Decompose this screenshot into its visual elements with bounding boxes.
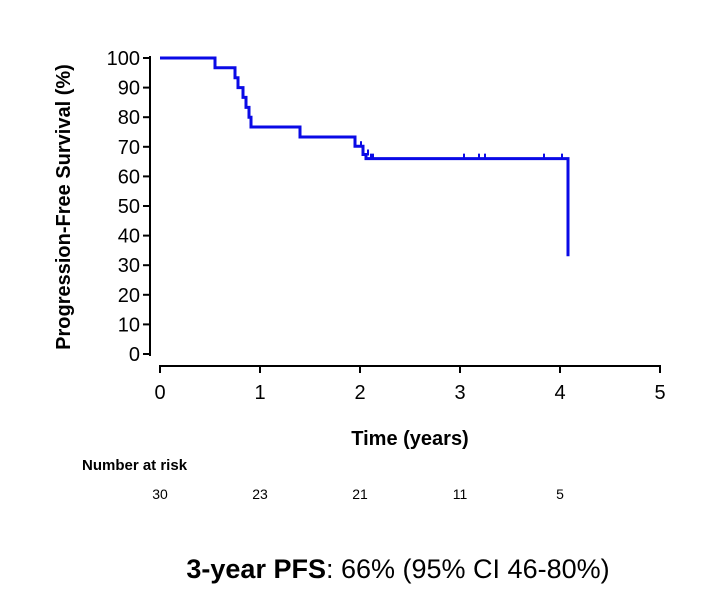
survival-curve [160, 56, 570, 257]
y-axis-label: Progression-Free Survival (%) [53, 64, 75, 350]
x-tick-label: 4 [554, 382, 565, 404]
x-tick-label: 1 [254, 382, 265, 404]
y-tick-label: 80 [118, 107, 140, 129]
x-tick-label: 5 [654, 382, 665, 404]
x-axis-label: Time (years) [351, 428, 468, 450]
risk-table-value: 5 [556, 486, 564, 502]
y-tick-label: 60 [118, 166, 140, 188]
risk-table-value: 23 [252, 486, 268, 502]
summary-label: 3-year PFS [186, 554, 326, 584]
risk-table-value: 11 [453, 486, 468, 502]
y-tick-label: 40 [118, 226, 140, 248]
x-tick-label: 3 [454, 382, 465, 404]
x-tick-label: 0 [154, 382, 165, 404]
risk-table-value: 21 [352, 486, 368, 502]
x-tick-label: 2 [354, 382, 365, 404]
risk-table-title: Number at risk [82, 457, 188, 474]
y-tick-label: 10 [118, 314, 140, 336]
risk-table-value: 30 [152, 486, 168, 502]
chart-series [160, 56, 570, 257]
y-tick-label: 70 [118, 137, 140, 159]
summary-line: 3-year PFS: 66% (95% CI 46-80%) [186, 554, 609, 584]
y-tick-label: 90 [118, 78, 140, 100]
summary-text: : 66% (95% CI 46-80%) [326, 554, 610, 584]
y-tick-label: 50 [118, 196, 140, 218]
y-tick-label: 20 [118, 285, 140, 307]
chart-ticks: 0 10 20 30 40 50 60 70 80 90 100 0 1 2 3 4 5 [107, 48, 666, 404]
risk-table-values: 30 23 21 11 5 [152, 486, 564, 502]
y-tick-label: 30 [118, 255, 140, 277]
y-tick-label: 0 [129, 344, 140, 366]
chart-axes [149, 56, 661, 367]
y-tick-label: 100 [107, 48, 140, 70]
